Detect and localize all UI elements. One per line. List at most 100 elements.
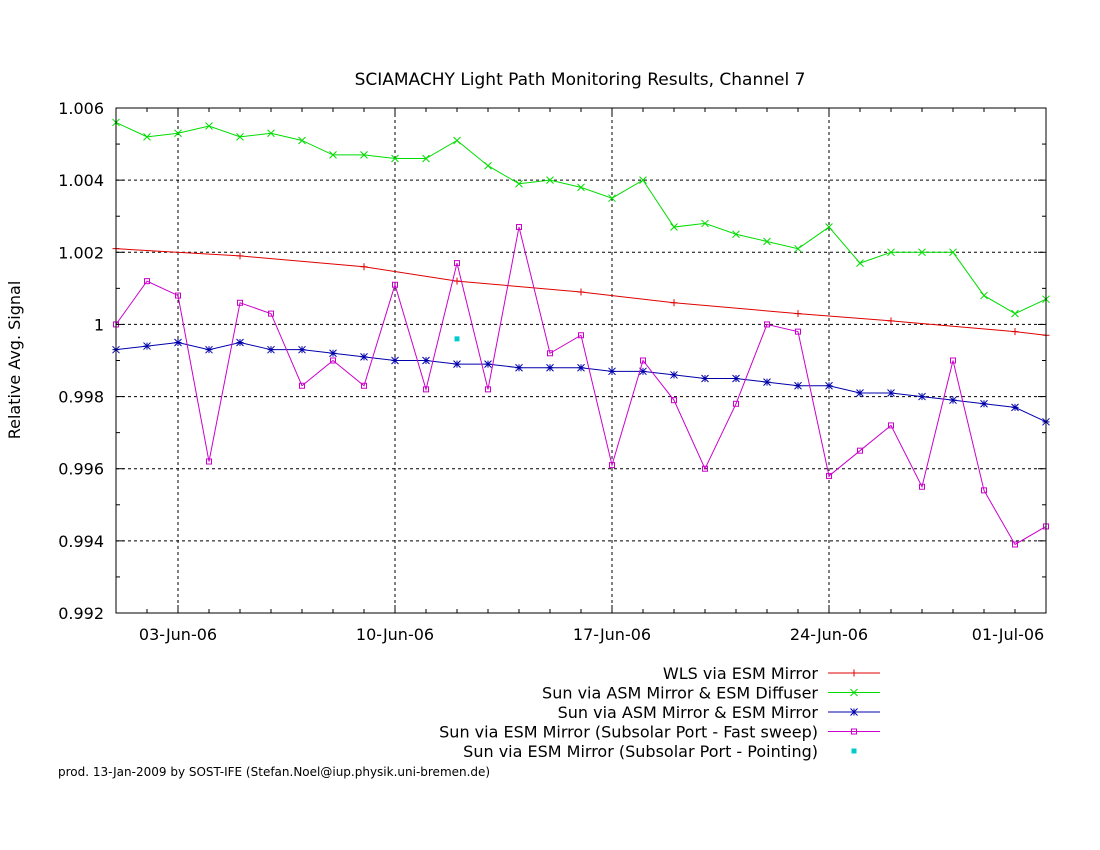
data-point xyxy=(515,363,523,372)
data-point xyxy=(236,338,244,347)
y-tick-label: 0.992 xyxy=(58,604,104,623)
data-point xyxy=(360,353,368,361)
axis-ticks: 0.992 0.994 0.996 0.998 1 1.002 1.004 1.006 03-J… xyxy=(58,99,1047,644)
data-point xyxy=(856,259,864,267)
data-point xyxy=(609,462,615,469)
data-point xyxy=(763,237,771,246)
y-tick-label: 0.996 xyxy=(58,460,104,479)
data-point xyxy=(330,357,336,364)
data-point xyxy=(391,356,399,365)
data-point xyxy=(1011,403,1019,412)
data-point xyxy=(888,422,894,429)
data-point xyxy=(857,447,863,454)
data-point xyxy=(887,248,895,257)
data-point xyxy=(980,291,988,300)
data-point xyxy=(577,363,585,372)
legend-label: Sun via ESM Mirror (Subsolar Port - Fast… xyxy=(439,723,818,742)
data-point xyxy=(608,367,616,376)
y-axis-label: Relative Avg. Signal xyxy=(5,281,24,440)
data-point xyxy=(795,328,801,335)
data-point xyxy=(887,317,895,325)
data-point xyxy=(144,278,150,285)
series-line xyxy=(115,341,1047,423)
data-point xyxy=(764,321,770,328)
data-point xyxy=(516,224,522,231)
data-point xyxy=(453,360,461,368)
data-point xyxy=(578,332,584,339)
data-point xyxy=(453,277,461,285)
data-point xyxy=(639,176,647,184)
data-point xyxy=(361,382,367,389)
data-point xyxy=(794,244,802,253)
data-point xyxy=(701,219,709,228)
data-point xyxy=(484,360,492,368)
data-point xyxy=(639,367,647,376)
x-tick-label: 17-Jun-06 xyxy=(573,625,651,644)
data-point xyxy=(949,396,957,405)
data-point xyxy=(422,154,430,163)
data-point xyxy=(143,133,151,141)
data-point xyxy=(237,299,243,306)
data-point xyxy=(268,310,274,317)
data-point xyxy=(794,381,802,390)
data-point xyxy=(360,151,368,159)
data-point xyxy=(702,465,708,472)
data-point xyxy=(454,260,460,267)
data-point xyxy=(423,386,429,393)
data-point xyxy=(671,397,677,404)
data-point xyxy=(1011,328,1019,336)
chart-title: SCIAMACHY Light Path Monitoring Results,… xyxy=(355,70,806,90)
data-point xyxy=(329,151,337,159)
data-point xyxy=(608,194,616,203)
y-tick-label: 1.004 xyxy=(58,171,104,190)
data-point xyxy=(267,129,275,138)
data-point xyxy=(454,336,460,342)
data-point xyxy=(577,183,585,192)
data-point xyxy=(825,381,833,390)
data-point xyxy=(175,292,181,299)
series-1 xyxy=(112,245,1050,339)
data-point xyxy=(980,399,988,408)
data-point xyxy=(391,154,399,163)
data-point xyxy=(236,133,244,141)
data-point xyxy=(950,357,956,364)
series-line xyxy=(115,248,1047,336)
data-point xyxy=(298,345,306,354)
legend-label: WLS via ESM Mirror xyxy=(663,664,819,683)
data-point xyxy=(453,136,461,145)
series-4 xyxy=(113,224,1049,548)
series-line xyxy=(115,121,1047,315)
data-point xyxy=(887,389,895,397)
data-point xyxy=(236,252,244,260)
data-point xyxy=(763,378,771,386)
data-point xyxy=(485,386,491,393)
legend-swatch-marker xyxy=(851,748,857,754)
data-point xyxy=(267,345,275,354)
x-tick-label: 10-Jun-06 xyxy=(356,625,434,644)
data-point xyxy=(670,223,678,231)
data-point xyxy=(205,122,213,130)
legend-swatch-marker xyxy=(850,708,858,716)
y-tick-label: 1.002 xyxy=(58,243,104,262)
data-point xyxy=(856,389,864,397)
data-point xyxy=(143,342,151,350)
data-point xyxy=(640,357,646,364)
series-2 xyxy=(112,118,1050,318)
data-point xyxy=(547,350,553,357)
legend-label: Sun via ASM Mirror & ESM Mirror xyxy=(558,703,819,722)
y-tick-label: 0.998 xyxy=(58,388,104,407)
data-point xyxy=(732,230,740,239)
grid xyxy=(116,108,1046,613)
legend-label: Sun via ASM Mirror & ESM Diffuser xyxy=(542,684,818,703)
y-tick-label: 1.006 xyxy=(58,99,104,118)
data-point xyxy=(949,248,957,257)
legend-swatch-marker xyxy=(850,669,858,677)
legend-swatch-marker xyxy=(851,728,857,735)
data-point xyxy=(205,345,213,354)
data-point xyxy=(298,136,306,145)
data-point xyxy=(918,392,926,401)
data-point xyxy=(919,483,925,490)
data-point xyxy=(299,382,305,389)
